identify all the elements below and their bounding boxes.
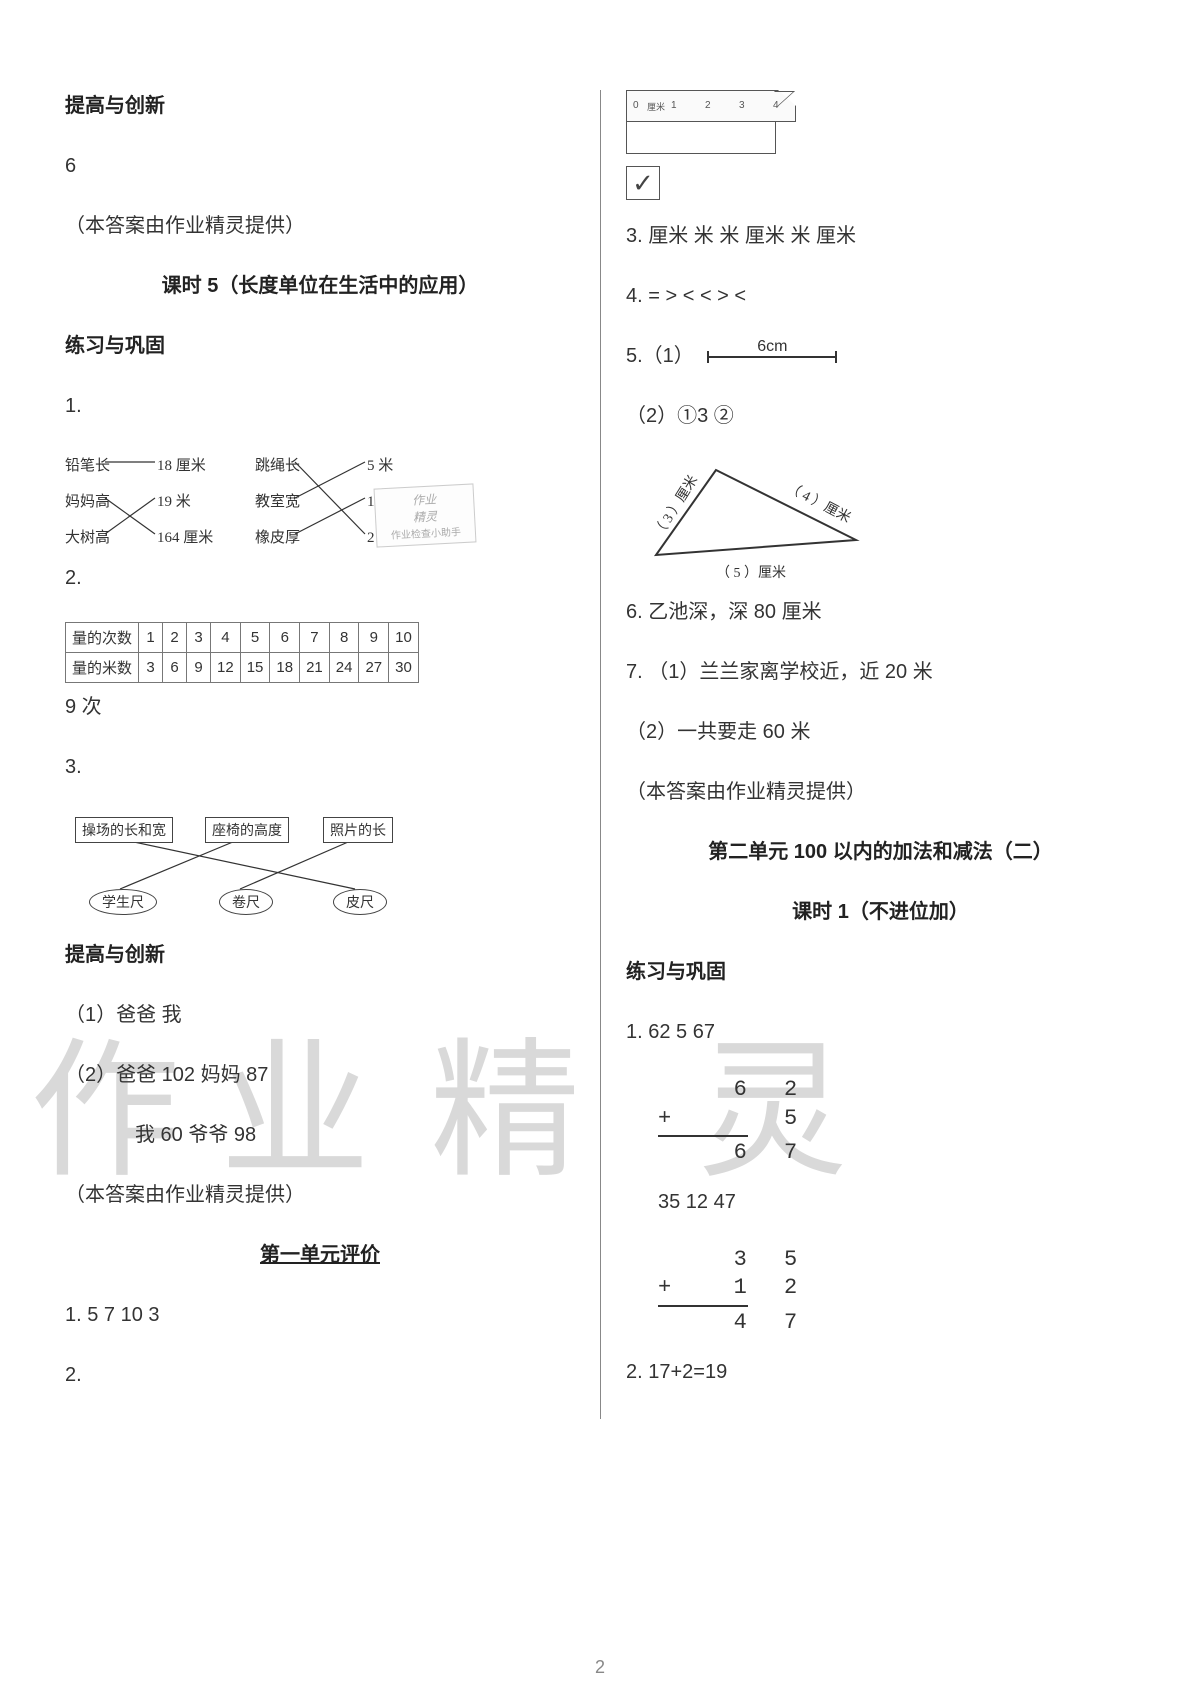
match1-r3: 橡皮厚 [255, 526, 300, 547]
match1-r2: 教室宽 [255, 490, 300, 511]
p1-head: 1. 62 5 67 [626, 1016, 1135, 1048]
add2-s: 4 7 [658, 1309, 1135, 1338]
q5-1: 5.（1） 6cm [626, 340, 1135, 372]
match1-l1: 铅笔长 [65, 454, 110, 475]
check-icon: ✓ [632, 168, 654, 199]
sixcm-label: 6cm [757, 334, 787, 360]
table-row: 量的次数 12345678910 [66, 623, 419, 653]
q4-answer: 4. = > < < > < [626, 280, 1135, 312]
q2-number: 2. [65, 562, 575, 594]
q7-2-answer: （2）一共要走 60 米 [626, 716, 1135, 748]
match1-r1: 跳绳长 [255, 454, 300, 475]
measure-table: 量的次数 12345678910 量的米数 36912151821242730 [65, 622, 419, 683]
heading-practice: 练习与巩固 [65, 330, 575, 362]
matching-diagram-1: 铅笔长 妈妈高 大树高 18 厘米 19 米 164 厘米 跳绳长 教室宽 橡皮… [65, 450, 415, 550]
measured-box [626, 122, 776, 154]
ans-3: 我 60 爷爷 98 [65, 1119, 575, 1151]
eval-q2: 2. [65, 1359, 575, 1391]
heading-improve-2: 提高与创新 [65, 939, 575, 971]
match1-m1: 18 厘米 [157, 454, 206, 475]
q5-1-label: 5.（1） [626, 345, 694, 367]
triangle-figure: （ 3 ）厘米 （ 4 ）厘米 （ 5 ）厘米 [646, 460, 876, 576]
q6-answer: 6. 乙池深，深 80 厘米 [626, 596, 1135, 628]
add2-rule [658, 1305, 748, 1307]
heading-practice-2: 练习与巩固 [626, 956, 1135, 988]
heading-improve: 提高与创新 [65, 90, 575, 122]
ans-2: （2）爸爸 102 妈妈 87 [65, 1059, 575, 1091]
q5-2: （2）①3 ② [626, 400, 1135, 432]
lesson5-title: 课时 5（长度单位在生活中的应用） [65, 270, 575, 302]
add1-b: + 5 [658, 1105, 1135, 1134]
q2-answer: 9 次 [65, 691, 575, 723]
left-column: 提高与创新 6 （本答案由作业精灵提供） 课时 5（长度单位在生活中的应用） 练… [65, 90, 600, 1419]
credit-text: （本答案由作业精灵提供） [65, 210, 575, 242]
add2-a: 3 5 [658, 1246, 1135, 1275]
q7-1-answer: 7. （1）兰兰家离学校近，近 20 米 [626, 656, 1135, 688]
q1-number: 1. [65, 390, 575, 422]
credit-text-2: （本答案由作业精灵提供） [65, 1179, 575, 1211]
vertical-addition-2: 3 5 + 1 2 4 7 [658, 1246, 1135, 1338]
match2-t2: 座椅的高度 [205, 817, 289, 843]
unit2-title: 第二单元 100 以内的加法和减法（二） [626, 836, 1135, 868]
credit-text-3: （本答案由作业精灵提供） [626, 776, 1135, 808]
match2-t3: 照片的长 [323, 817, 393, 843]
match1-m2: 19 米 [157, 490, 191, 511]
sixcm-line: 6cm [707, 356, 837, 358]
matching-diagram-2: 操场的长和宽 座椅的高度 照片的长 学生尺 卷尺 皮尺 [65, 811, 415, 921]
lesson1-title: 课时 1（不进位加） [626, 896, 1135, 928]
p1-head2: 35 12 47 [626, 1186, 1135, 1218]
match2-b2: 卷尺 [219, 889, 273, 915]
add1-rule [658, 1135, 748, 1137]
eval-q1: 1. 5 7 10 3 [65, 1299, 575, 1331]
table-row: 量的米数 36912151821242730 [66, 653, 419, 683]
page-number: 2 [595, 1657, 605, 1678]
match1-l3: 大树高 [65, 526, 110, 547]
row1-label: 量的次数 [66, 623, 139, 653]
match1-l2: 妈妈高 [65, 490, 110, 511]
add1-a: 6 2 [658, 1076, 1135, 1105]
unit1-eval-title: 第一单元评价 [65, 1239, 575, 1271]
q3-number: 3. [65, 751, 575, 783]
ruler-figure: 0 厘米 1 2 3 4 ✓ [626, 90, 1135, 200]
row2-label: 量的米数 [66, 653, 139, 683]
add2-b: + 1 2 [658, 1274, 1135, 1303]
match1-m3: 164 厘米 [157, 526, 213, 547]
stamp-line3: 作业检查小助手 [381, 523, 472, 543]
checkmark-box: ✓ [626, 166, 660, 200]
right-column: 0 厘米 1 2 3 4 ✓ 3. 厘米 米 米 厘米 米 厘米 4. = > … [600, 90, 1135, 1419]
two-column-layout: 提高与创新 6 （本答案由作业精灵提供） 课时 5（长度单位在生活中的应用） 练… [65, 90, 1135, 1419]
tri-side-c: （ 5 ）厘米 [716, 562, 786, 582]
add1-s: 6 7 [658, 1139, 1135, 1168]
ruler-icon: 0 厘米 1 2 3 4 [626, 90, 796, 122]
match2-b3: 皮尺 [333, 889, 387, 915]
q3-answer: 3. 厘米 米 米 厘米 米 厘米 [626, 220, 1135, 252]
ans-1: （1）爸爸 我 [65, 999, 575, 1031]
match2-b1: 学生尺 [89, 889, 157, 915]
vertical-addition-1: 6 2 + 5 6 7 [658, 1076, 1135, 1168]
answer-6: 6 [65, 150, 575, 182]
p2-answer: 2. 17+2=19 [626, 1356, 1135, 1388]
match2-t1: 操场的长和宽 [75, 817, 173, 843]
match1-e1: 5 米 [367, 454, 393, 475]
